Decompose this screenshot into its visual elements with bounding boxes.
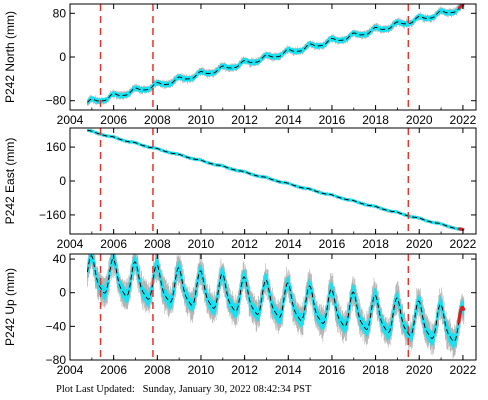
- y-tick-label: 0: [59, 286, 66, 300]
- x-tick-label: 2016: [319, 113, 346, 127]
- y-axis-label: P242 North (mm): [3, 11, 17, 103]
- x-tick-label: 2016: [319, 237, 346, 251]
- plot-updated-footer: Plot Last Updated: Sunday, January 30, 2…: [56, 384, 476, 398]
- x-tick-label: 2004: [57, 113, 84, 127]
- up-panel: 2004 2006 2008 2010 2012 2014 2016 2018 2020 2022…: [3, 252, 477, 377]
- y-tick-label: −40: [46, 319, 67, 333]
- model-line: [87, 5, 465, 103]
- x-tick-label: 2004: [57, 363, 84, 377]
- x-tick-label: 2018: [362, 113, 389, 127]
- x-tick-label: 2010: [188, 237, 215, 251]
- x-tick-label: 2008: [144, 363, 171, 377]
- x-tick-label: 2022: [450, 113, 477, 127]
- x-tick-label: 2010: [188, 363, 215, 377]
- x-tick-label: 2022: [450, 363, 477, 377]
- updated-label: Plot Last Updated:: [56, 384, 135, 395]
- model-line: [87, 255, 465, 342]
- x-tick-label: 2020: [406, 237, 433, 251]
- x-tick-label: 2008: [144, 113, 171, 127]
- y-tick-label: −80: [46, 94, 67, 108]
- x-tick-label: 2016: [319, 363, 346, 377]
- x-tick-label: 2012: [231, 363, 258, 377]
- x-tick-label: 2020: [406, 363, 433, 377]
- x-tick-label: 2006: [100, 237, 127, 251]
- y-axis-label: P242 Up (mm): [3, 268, 17, 346]
- gps-timeseries-figure: 2004 2006 2008 2010 2012 2014 2016 2018 2020 2022…: [3, 3, 477, 377]
- x-tick-label: 2018: [362, 363, 389, 377]
- y-axis-label: P242 East (mm): [3, 138, 17, 225]
- north-panel: 2004 2006 2008 2010 2012 2014 2016 2018 2020 2022…: [3, 3, 477, 127]
- x-tick-label: 2014: [275, 113, 302, 127]
- updated-date: Sunday, January 30, 2022 08:42:34 PST: [142, 384, 312, 395]
- east-panel: 2004 2006 2008 2010 2012 2014 2016 2018 2020 2022…: [3, 127, 477, 251]
- x-tick-label: 2010: [188, 113, 215, 127]
- x-tick-label: 2006: [100, 113, 127, 127]
- model-line: [87, 129, 465, 231]
- y-tick-label: 160: [46, 140, 66, 154]
- recent-observations: [457, 305, 466, 324]
- y-tick-label: 80: [53, 6, 67, 20]
- x-tick-label: 2018: [362, 237, 389, 251]
- y-tick-label: −80: [46, 353, 67, 367]
- y-tick-label: 0: [59, 50, 66, 64]
- y-tick-label: 0: [59, 174, 66, 188]
- observation-band: [87, 4, 465, 106]
- x-tick-label: 2022: [450, 237, 477, 251]
- plot-frame: [69, 253, 477, 361]
- x-tick-label: 2006: [100, 363, 127, 377]
- y-tick-label: 40: [53, 252, 67, 266]
- x-tick-label: 2012: [231, 113, 258, 127]
- x-tick-label: 2004: [57, 237, 84, 251]
- observation-band: [87, 254, 465, 350]
- x-tick-label: 2012: [231, 237, 258, 251]
- x-tick-label: 2014: [275, 363, 302, 377]
- x-tick-label: 2020: [406, 113, 433, 127]
- x-tick-label: 2014: [275, 237, 302, 251]
- y-tick-label: −160: [39, 208, 66, 222]
- x-tick-label: 2008: [144, 237, 171, 251]
